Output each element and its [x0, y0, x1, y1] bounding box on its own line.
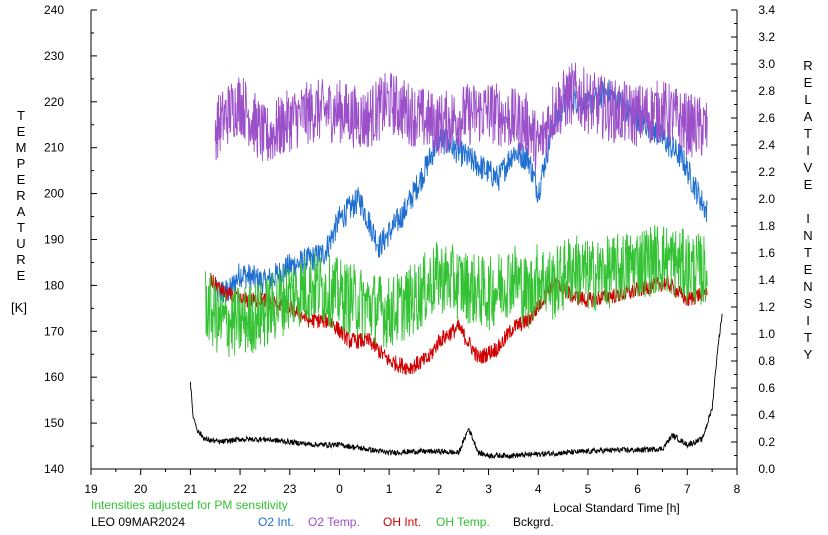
axis-label-letter: E — [804, 75, 813, 90]
axis-label-letter: T — [804, 330, 812, 345]
x-tick-label: 22 — [233, 482, 247, 496]
axis-label-letter: A — [804, 109, 813, 124]
y-right-tick-label: 1.4 — [758, 273, 775, 287]
x-tick-label: 3 — [485, 482, 492, 496]
series-line-oh-temp — [204, 225, 708, 358]
legend-entry: Bckgrd. — [513, 515, 554, 529]
y-right-tick-label: 0.2 — [758, 435, 775, 449]
legend-entry: OH Int. — [383, 515, 421, 529]
y-right-tick-label: 2.8 — [758, 84, 775, 98]
y-left-tick-label: 230 — [44, 49, 64, 63]
axis-label-letter: M — [16, 140, 27, 155]
x-tick-label: 0 — [336, 482, 343, 496]
axis-label-letter: S — [804, 296, 813, 311]
y-right-tick-label: 2.4 — [758, 138, 775, 152]
series-line-bckgrd — [189, 313, 723, 460]
y-right-tick-label: 3.2 — [758, 30, 775, 44]
x-tick-label: 2 — [436, 482, 443, 496]
y-right-tick-label: 0.4 — [758, 408, 775, 422]
x-tick-label: 7 — [684, 482, 691, 496]
right-axis-ticks: 0.0 0.2 0.4 0.6 0.8 1.0 1.2 1.4 1.6 1.8 2.0 2.2 2.4 2… — [731, 3, 775, 476]
y-right-tick-label: 1.2 — [758, 300, 775, 314]
axis-label-letter: R — [803, 58, 812, 73]
x-tick-label: 20 — [134, 482, 148, 496]
y-right-tick-label: 2.2 — [758, 165, 775, 179]
axis-label-letter: P — [17, 156, 26, 171]
y-right-tick-label: 2.6 — [758, 111, 775, 125]
axis-label-letter: T — [804, 245, 812, 260]
axis-label-letter: I — [806, 313, 810, 328]
x-axis-label: Local Standard Time [h] — [553, 501, 680, 515]
axis-label-letter: T — [804, 126, 812, 141]
y-right-tick-label: 1.0 — [758, 327, 775, 341]
legend-entry: O2 Temp. — [308, 515, 360, 529]
axis-label-letter: E — [17, 268, 26, 283]
y-left-tick-label: 190 — [44, 233, 64, 247]
station-date: LEO 09MAR2024 — [91, 515, 185, 529]
x-tick-label: 5 — [585, 482, 592, 496]
plot-series — [189, 62, 723, 460]
axis-label-letter: R — [16, 252, 25, 267]
y-left-tick-label: 170 — [44, 324, 64, 338]
axis-label-letter: I — [806, 143, 810, 158]
y-left-tick-label: 150 — [44, 416, 64, 430]
axis-label-letter: I — [806, 211, 810, 226]
axis-label-letter: E — [17, 172, 26, 187]
legend-entry: O2 Int. — [258, 515, 294, 529]
y-left-tick-label: 220 — [44, 95, 64, 109]
y-left-tick-label: 210 — [44, 141, 64, 155]
axis-label-letter: E — [804, 177, 813, 192]
axis-label-letter: U — [16, 236, 25, 251]
x-tick-label: 1 — [386, 482, 393, 496]
legend-entry: OH Temp. — [436, 515, 490, 529]
axis-label-letter: L — [804, 92, 811, 107]
y-axis-left-unit: [K] — [11, 300, 27, 315]
y-right-tick-label: 1.6 — [758, 246, 775, 260]
y-left-tick-label: 200 — [44, 187, 64, 201]
axis-label-letter: T — [17, 220, 25, 235]
x-tick-label: 19 — [84, 482, 98, 496]
y-left-tick-label: 180 — [44, 278, 64, 292]
axis-label-letter: Y — [804, 347, 813, 362]
y-right-tick-label: 2.0 — [758, 192, 775, 206]
y-right-tick-label: 1.8 — [758, 219, 775, 233]
x-tick-label: 23 — [283, 482, 297, 496]
axis-label-letter: N — [803, 228, 812, 243]
axis-label-letter: V — [804, 160, 813, 175]
axis-label-letter: E — [17, 124, 26, 139]
y-left-tick-label: 140 — [44, 462, 64, 476]
x-axis-ticks: 19 20 21 22 23 0 1 2 3 4 5 6 7 8 — [84, 469, 741, 496]
axis-label-letter: R — [16, 188, 25, 203]
series-line-o2-temp — [214, 62, 708, 174]
axis-label-letter: T — [17, 108, 25, 123]
y-right-tick-label: 3.0 — [758, 57, 775, 71]
left-axis-ticks: 140 150 160 170 180 190 200 210 220 230 240 — [44, 3, 97, 476]
axis-label-letter: E — [804, 262, 813, 277]
x-tick-label: 21 — [184, 482, 198, 496]
y-right-tick-label: 3.4 — [758, 3, 775, 17]
axis-label-letter: A — [17, 204, 26, 219]
y-right-tick-label: 0.0 — [758, 462, 775, 476]
y-right-tick-label: 0.8 — [758, 354, 775, 368]
y-right-tick-label: 0.6 — [758, 381, 775, 395]
y-left-tick-label: 240 — [44, 3, 64, 17]
x-tick-label: 6 — [634, 482, 641, 496]
x-tick-label: 4 — [535, 482, 542, 496]
y-left-tick-label: 160 — [44, 370, 64, 384]
sensitivity-note: Intensities adjusted for PM sensitivity — [91, 498, 288, 512]
x-tick-label: 8 — [734, 482, 741, 496]
axis-label-letter: N — [803, 279, 812, 294]
legend: O2 Int. O2 Temp. OH Int. OH Temp. Bckgrd. — [258, 515, 554, 529]
